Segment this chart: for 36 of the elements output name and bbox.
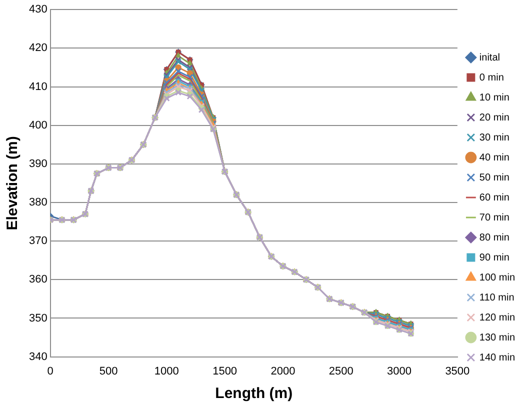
y-tick-label: 340	[28, 350, 48, 363]
legend-label: 70 min	[479, 212, 510, 224]
x-tick-label: 2500	[328, 365, 354, 378]
legend-label: 100 min	[479, 272, 515, 284]
legend-label: 60 min	[479, 192, 510, 204]
y-tick-label: 430	[28, 4, 48, 16]
legend-label: inital	[479, 52, 500, 64]
y-tick-label: 410	[28, 80, 48, 93]
legend-label: 30 min	[479, 132, 510, 144]
x-tick-label: 2000	[270, 365, 296, 378]
legend-label: 10 min	[479, 92, 510, 104]
legend-label: 130 min	[479, 332, 515, 344]
legend-label: 140 min	[479, 352, 515, 364]
x-axis-title: Length (m)	[215, 385, 293, 402]
x-tick-label: 3500	[445, 365, 470, 378]
legend-label: 90 min	[479, 252, 510, 264]
y-axis-title: Elevation (m)	[4, 136, 22, 230]
x-tick-label: 500	[99, 365, 118, 378]
legend-label: 50 min	[479, 172, 510, 184]
legend-label: 20 min	[479, 112, 510, 124]
y-tick-label: 370	[28, 235, 48, 248]
y-tick-label: 390	[28, 158, 48, 170]
x-tick-label: 3000	[387, 365, 412, 378]
legend-label: 110 min	[479, 292, 514, 304]
legend-label: 80 min	[479, 232, 510, 244]
x-tick-label: 1500	[212, 365, 238, 378]
legend-label: 120 min	[479, 312, 515, 324]
y-tick-label: 420	[28, 42, 48, 54]
x-tick-label: 0	[47, 365, 54, 378]
y-tick-label: 350	[28, 312, 48, 324]
legend-label: 40 min	[479, 152, 510, 164]
x-tick-label: 1000	[154, 365, 179, 378]
y-tick-label: 380	[28, 196, 48, 209]
y-tick-label: 360	[28, 274, 48, 286]
legend-label: 0 min	[479, 72, 504, 84]
y-tick-label: 400	[28, 119, 48, 132]
